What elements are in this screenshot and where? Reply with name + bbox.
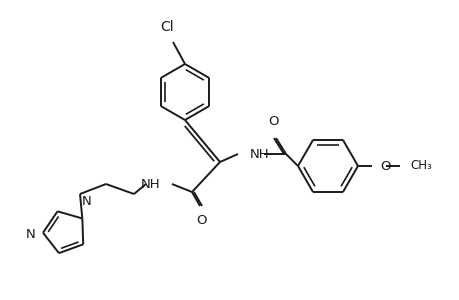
Text: N: N — [81, 196, 91, 208]
Text: CH₃: CH₃ — [409, 158, 431, 172]
Text: NH: NH — [140, 178, 160, 190]
Text: N: N — [25, 228, 35, 241]
Text: O: O — [196, 214, 207, 227]
Text: O: O — [379, 160, 390, 172]
Text: O: O — [268, 115, 279, 128]
Text: NH: NH — [249, 148, 269, 160]
Text: Cl: Cl — [160, 20, 174, 34]
